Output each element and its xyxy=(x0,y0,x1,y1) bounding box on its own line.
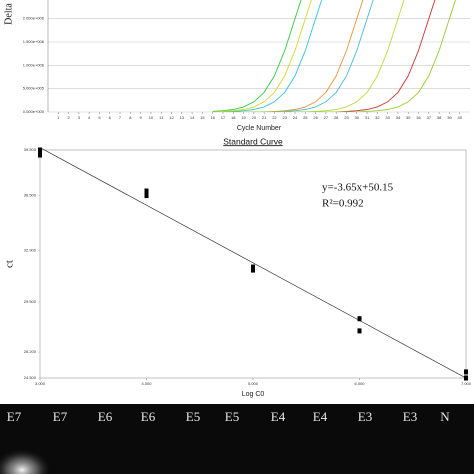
amplification-curve xyxy=(212,0,374,112)
y-tick-label: 24.500 xyxy=(24,375,37,380)
plot-lines xyxy=(212,0,456,112)
amplification-curve xyxy=(212,0,364,112)
x-tick-label: 8 xyxy=(129,115,132,120)
x-tick-label: 29 xyxy=(344,115,349,120)
gel-glow xyxy=(0,448,52,474)
lane-label: E5 xyxy=(186,409,200,424)
x-tick-label: 34 xyxy=(396,115,401,120)
amplification-curve xyxy=(212,0,456,112)
x-axis-label: Cycle Number xyxy=(237,125,282,132)
x-tick-label: 6 xyxy=(109,115,112,120)
x-tick-label: 20 xyxy=(252,115,257,120)
x-tick-label: 37 xyxy=(427,115,432,120)
y-tick-label: 26.200 xyxy=(24,349,37,354)
lane-label: E3 xyxy=(358,409,372,424)
lane-label: N xyxy=(440,409,450,424)
y-tick-label: 36.500 xyxy=(24,193,37,198)
data-point xyxy=(251,267,255,273)
lane-label: E6 xyxy=(141,409,156,424)
x-tick-label: 10 xyxy=(149,115,154,120)
y-tick-label: 0.000e+000 xyxy=(23,109,45,114)
x-tick-label: 19 xyxy=(241,115,246,120)
data-point xyxy=(251,264,255,270)
x-tick-label: 25 xyxy=(303,115,308,120)
x-tick-label: 7 xyxy=(119,115,122,120)
x-tick-label: 30 xyxy=(355,115,360,120)
lane-label: E4 xyxy=(313,409,328,424)
data-point xyxy=(357,328,362,334)
x-tick-label: 2 xyxy=(67,115,70,120)
x-tick-label: 21 xyxy=(262,115,267,120)
data-point xyxy=(38,147,42,153)
amplification-curve xyxy=(212,0,323,112)
lane-label: E5 xyxy=(225,409,239,424)
y-tick-label: 29.500 xyxy=(24,299,37,304)
x-tick-label: 14 xyxy=(190,115,195,120)
x-tick-label: 9 xyxy=(140,115,143,120)
trend-line xyxy=(39,147,467,379)
x-tick-label: 23 xyxy=(283,115,288,120)
x-tick-label: 24 xyxy=(293,115,298,120)
y-tick-label: 2.000e+006 xyxy=(23,16,45,21)
x-tick-label: 27 xyxy=(324,115,329,120)
x-tick-label: 4 xyxy=(88,115,91,120)
x-tick-label: 11 xyxy=(159,115,164,120)
data-point xyxy=(144,193,149,199)
x-tick-label: 33 xyxy=(385,115,390,120)
y-tick-label: 1.500e+006 xyxy=(23,39,45,44)
lane-label: E6 xyxy=(98,409,113,424)
plot-frame xyxy=(39,149,467,379)
x-tick-label: 12 xyxy=(169,115,174,120)
y-tick-label: 5.000e+005 xyxy=(23,86,45,91)
data-point xyxy=(38,152,42,158)
x-tick-label: 26 xyxy=(313,115,318,120)
lane-label: E7 xyxy=(53,409,68,424)
x-tick-label: 31 xyxy=(365,115,370,120)
x-tick-label: 5.000 xyxy=(248,381,259,386)
data-point xyxy=(464,369,468,375)
x-tick-label: 18 xyxy=(231,115,236,120)
annotation: R²=0.992 xyxy=(322,198,364,210)
x-tick-label: 36 xyxy=(416,115,421,120)
x-tick-label: 7.000 xyxy=(461,381,472,386)
annotation: y=-3.65x+50.15 xyxy=(322,182,394,194)
gel-background xyxy=(0,404,474,474)
x-tick-label: 13 xyxy=(180,115,185,120)
y-tick-label: 39.500 xyxy=(24,147,37,152)
x-tick-label: 40 xyxy=(457,115,462,120)
data-point xyxy=(357,316,362,322)
amplification-curve xyxy=(212,0,405,112)
x-tick-label: 5 xyxy=(98,115,101,120)
x-tick-label: 16 xyxy=(210,115,215,120)
x-tick-label: 39 xyxy=(447,115,452,120)
lane-label: E7 xyxy=(7,409,22,424)
x-tick-label: 6.000 xyxy=(354,381,365,386)
lane-label: E3 xyxy=(403,409,417,424)
x-tick-label: 38 xyxy=(437,115,442,120)
x-tick-label: 22 xyxy=(272,115,277,120)
y-tick-label: 1.000e+006 xyxy=(23,62,45,67)
chart-title: Standard Curve xyxy=(223,136,283,146)
x-tick-label: 3.000 xyxy=(35,381,46,386)
amplification-curve xyxy=(212,0,312,112)
lane-label: E4 xyxy=(271,409,286,424)
x-axis-label: Log C0 xyxy=(242,391,265,398)
x-tick-label: 1 xyxy=(57,115,60,120)
amplification-curve xyxy=(212,0,436,112)
data-point xyxy=(464,375,468,381)
x-tick-label: 17 xyxy=(221,115,226,120)
y-tick-label: 32.900 xyxy=(24,247,37,252)
y-axis-label: ct xyxy=(4,260,16,268)
data-point xyxy=(144,188,149,194)
x-tick-label: 15 xyxy=(200,115,205,120)
y-axis-label: Delta xyxy=(3,3,14,25)
x-tick-label: 32 xyxy=(375,115,380,120)
x-tick-label: 35 xyxy=(406,115,411,120)
x-tick-label: 28 xyxy=(334,115,339,120)
x-tick-label: 4.000 xyxy=(141,381,152,386)
x-tick-label: 3 xyxy=(78,115,81,120)
amplification-curve xyxy=(212,0,302,112)
